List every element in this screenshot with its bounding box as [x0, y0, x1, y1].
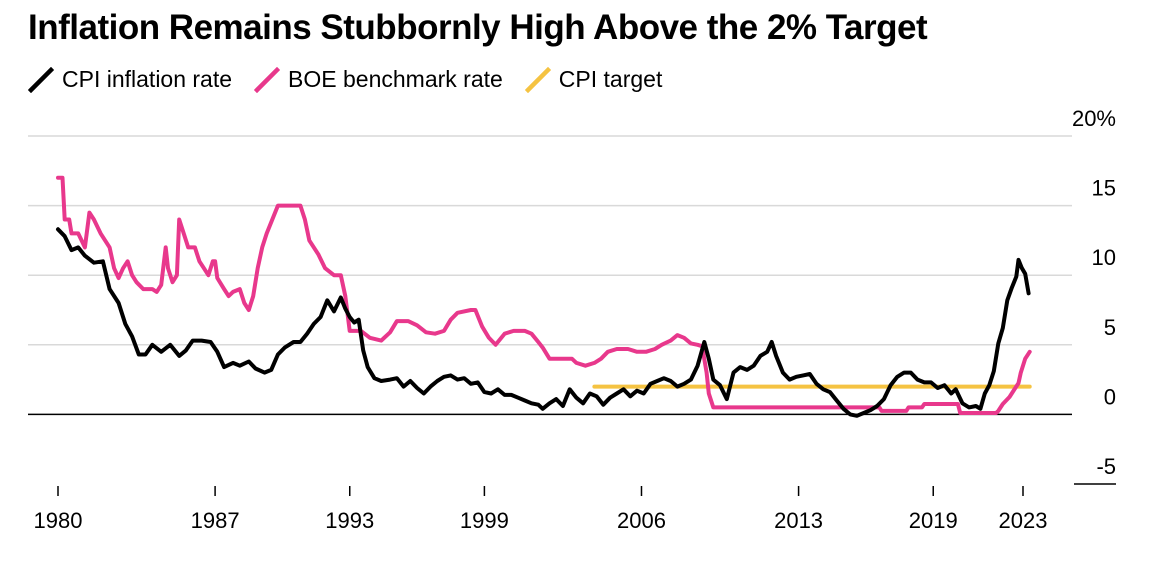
y-tick-label-10: 10 [1092, 245, 1116, 270]
y-tick-label-5: 5 [1104, 315, 1116, 340]
x-tick-label-2013: 2013 [774, 508, 823, 533]
y-tick-label-20: 20% [1072, 106, 1116, 131]
legend-swatch-cpi-target [524, 66, 551, 93]
legend-label-cpi-target: CPI target [558, 66, 663, 92]
y-tick-label-0: 0 [1104, 384, 1116, 409]
series-lines [56, 175, 1032, 418]
x-axis: 1980 1987 1993 1999 2006 2013 2019 2023 [34, 486, 1048, 533]
legend-item-cpi-inflation-rate: CPI inflation rate [28, 66, 232, 93]
legend-label-boe-benchmark-rate: BOE benchmark rate [288, 66, 503, 92]
y-tick-label-minus-5: -5 [1096, 454, 1116, 479]
legend-item-cpi-target: CPI target [524, 66, 663, 93]
y-tick-label-15: 15 [1092, 176, 1116, 201]
gridlines [28, 135, 1116, 485]
legend-item-boe-benchmark-rate: BOE benchmark rate [254, 66, 503, 93]
series-line-boe-benchmark-rate [56, 175, 1032, 415]
legend-swatch-cpi-inflation-rate [28, 66, 54, 93]
legend-label-cpi-inflation-rate: CPI inflation rate [62, 66, 233, 92]
x-tick-label-1999: 1999 [460, 508, 509, 533]
x-tick-label-2006: 2006 [617, 508, 666, 533]
x-tick-label-2023: 2023 [999, 508, 1048, 533]
y-axis-labels: 20% 15 10 5 0 -5 [1072, 106, 1116, 479]
x-tick-label-2019: 2019 [909, 508, 958, 533]
x-tick-label-1987: 1987 [191, 508, 240, 533]
legend-swatch-boe-benchmark-rate [254, 66, 281, 93]
x-tick-label-1993: 1993 [325, 508, 374, 533]
chart-title: Inflation Remains Stubbornly High Above … [28, 8, 928, 47]
series-line-cpi-inflation-rate [56, 227, 1031, 418]
chart-legend: CPI inflation rate BOE benchmark rate CP… [28, 66, 684, 93]
x-tick-label-1980: 1980 [34, 508, 83, 533]
